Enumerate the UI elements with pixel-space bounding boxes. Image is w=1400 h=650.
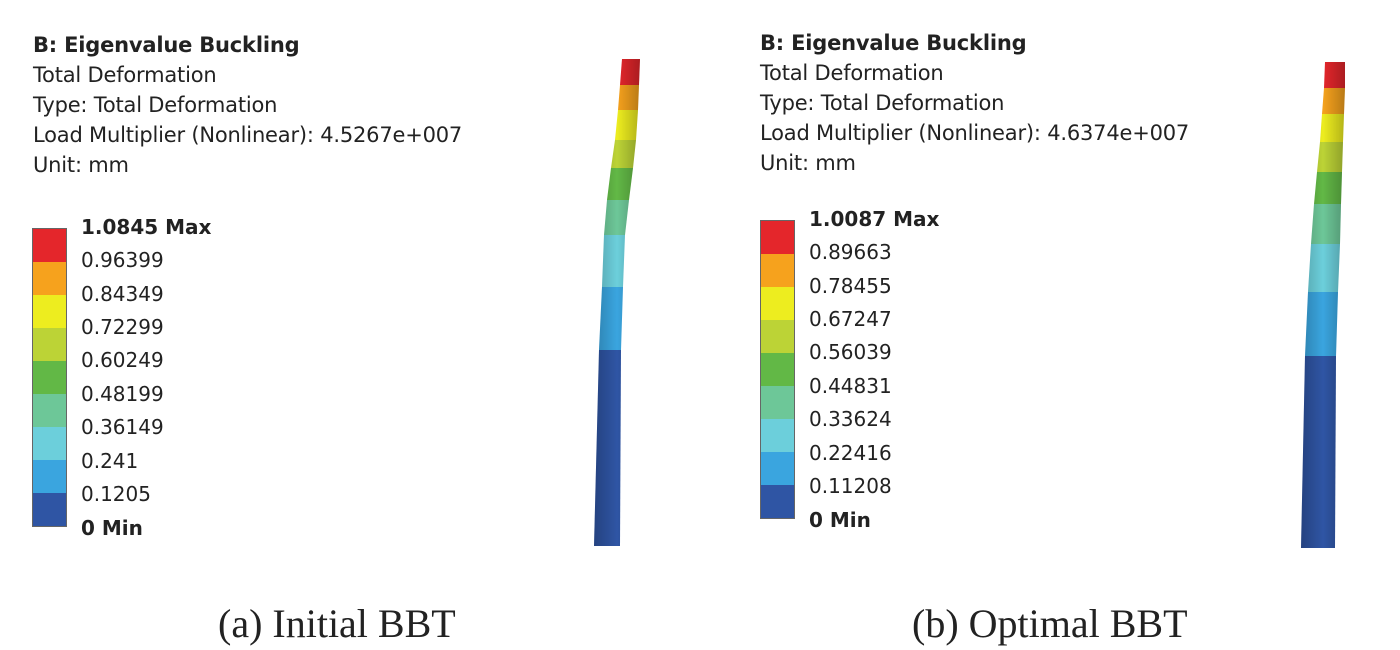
legend-swatches [760,220,795,519]
legend-label: 0.48199 [81,382,164,406]
legend-swatch [761,320,794,353]
analysis-title: B: Eigenvalue Buckling [33,33,300,57]
result-name: Total Deformation [760,61,944,85]
legend-label: 0.22416 [809,441,892,465]
legend-swatches [32,228,67,527]
panel-optimal-bbt: B: Eigenvalue Buckling Total Deformation… [700,0,1400,650]
legend-label: 0.67247 [809,307,892,331]
result-header: B: Eigenvalue Buckling Total Deformation… [33,30,462,180]
deformed-beam [1301,62,1345,548]
panel-caption: (a) Initial BBT [218,601,456,646]
legend-swatch [761,353,794,386]
legend-swatch [761,419,794,452]
legend-swatch [33,361,66,394]
legend-label: 0.36149 [81,415,164,439]
legend-swatch [33,493,66,526]
legend-swatch [33,427,66,460]
legend-label: 0.33624 [809,407,892,431]
legend-swatch [33,229,66,262]
result-type: Type: Total Deformation [760,91,1005,115]
legend-swatch [33,328,66,361]
legend-label: 0.72299 [81,315,164,339]
legend-label: 0.84349 [81,282,164,306]
legend-label: 0.60249 [81,348,164,372]
legend-swatch [761,287,794,320]
load-multiplier: Load Multiplier (Nonlinear): 4.5267e+007 [33,123,463,147]
panel-initial-bbt: B: Eigenvalue Buckling Total Deformation… [32,30,640,646]
beam-shading [594,59,640,546]
panel-caption: (b) Optimal BBT [912,601,1188,646]
legend-swatch [33,295,66,328]
legend-label: 0.44831 [809,374,892,398]
legend-max-label: 1.0845 Max [81,215,212,239]
legend-label: 0.241 [81,449,139,473]
legend-label: 0.56039 [809,340,892,364]
legend-swatch [761,452,794,485]
legend-label: 0.89663 [809,240,892,264]
legend-swatch [761,254,794,287]
unit-label: Unit: mm [33,153,129,177]
legend-label: 0.11208 [809,474,892,498]
legend-swatch [761,386,794,419]
deformed-beam [594,59,640,546]
legend-min-label: 0 Min [809,508,871,532]
legend-swatch [761,485,794,518]
beam-shading [1301,62,1345,548]
legend-swatch [33,460,66,493]
unit-label: Unit: mm [760,151,856,175]
legend-swatch [33,262,66,295]
legend-swatch [33,394,66,427]
legend-label: 0.1205 [81,482,151,506]
legend-label: 0.96399 [81,248,164,272]
result-type: Type: Total Deformation [33,93,278,117]
result-header: B: Eigenvalue Buckling Total Deformation… [760,28,1189,178]
result-name: Total Deformation [33,63,217,87]
legend-swatch [761,221,794,254]
legend-label: 0.78455 [809,274,892,298]
legend-max-label: 1.0087 Max [809,207,940,231]
analysis-title: B: Eigenvalue Buckling [760,31,1027,55]
load-multiplier: Load Multiplier (Nonlinear): 4.6374e+007 [760,121,1190,145]
legend-min-label: 0 Min [81,516,143,540]
